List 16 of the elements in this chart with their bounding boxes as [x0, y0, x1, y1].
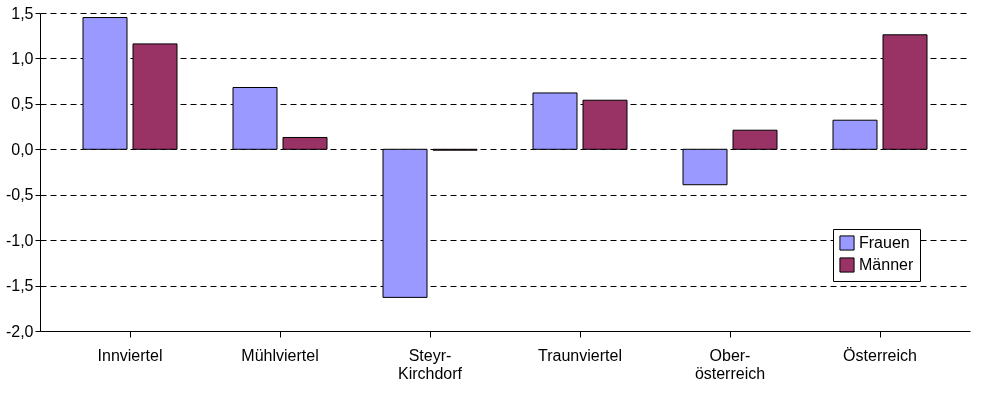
legend-label: Frauen	[859, 234, 910, 251]
y-tick-label: -0,5	[5, 186, 34, 204]
x-tick-label: Mühlviertel	[241, 346, 319, 364]
y-tick-label: -1,5	[5, 277, 34, 295]
y-tick-label: 0,5	[11, 95, 34, 113]
x-tick-label: Innviertel	[97, 346, 163, 364]
x-tick-label: Ober- österreich	[694, 346, 766, 382]
x-tick-label: Traunviertel	[538, 346, 622, 364]
x-tick-label: Steyr- Kirchdorf	[397, 346, 463, 382]
y-tick-label: 1,5	[11, 4, 34, 22]
y-tick-label: 0,0	[11, 140, 34, 158]
x-tick-label: Österreich	[843, 346, 917, 364]
y-tick-label: -1,0	[5, 231, 34, 249]
legend-label: Männer	[859, 256, 914, 273]
y-tick-label: 1,0	[11, 49, 34, 67]
y-tick-label: -2,0	[5, 322, 34, 340]
